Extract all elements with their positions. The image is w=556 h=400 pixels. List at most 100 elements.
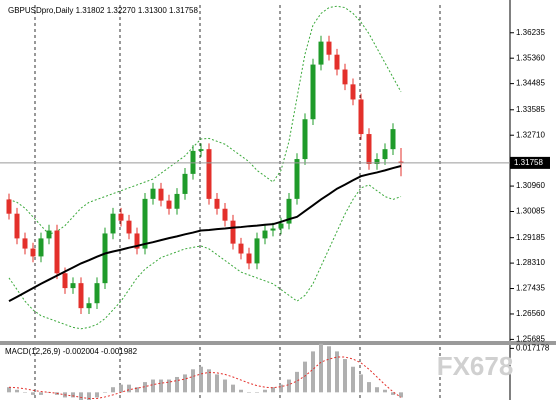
macd-y-tick-label: 0.017178 [516,343,550,352]
candle-body [286,198,292,224]
candle-body [102,233,108,284]
candle-body [158,188,164,201]
watermark: FX678 [437,351,514,381]
macd-bar [143,382,147,393]
moving-average [8,165,402,303]
candle-body [278,223,284,229]
candle-body [334,54,340,70]
y-tick-label: 1.34485 [516,79,545,88]
y-tick-label: 1.30085 [516,207,545,216]
macd-bar [23,392,27,393]
candle-body [350,84,356,100]
candle-body [374,159,380,164]
macd-bar [231,384,235,393]
macd-bar [287,379,291,393]
macd-bar [295,371,299,393]
chart-title: GBPUSDpro,Daily 1.31802 1.32270 1.31300 … [8,6,198,15]
macd-bar [367,382,371,393]
y-tick-label: 1.33585 [516,105,545,114]
candle-body [238,243,244,254]
candle-body [30,248,36,257]
macd-bar [239,389,243,393]
macd-bar [159,379,163,393]
macd-bar [135,387,139,393]
macd-bar [183,374,187,393]
y-tick-label: 1.32710 [516,130,545,139]
macd-title: MACD(12,26,9) -0.002004 -0.001982 [5,347,138,356]
macd-bar [311,351,315,393]
candle-body [166,200,172,209]
candle-body [390,129,396,150]
candle-body [6,199,12,214]
candle-body [230,220,236,244]
candle-body [110,213,116,234]
candle-body [22,238,28,249]
current-price-box [510,156,550,169]
y-tick-label: 1.28310 [516,258,545,267]
y-tick-label: 1.29185 [516,233,545,242]
candle-body [70,283,76,289]
y-tick-label: 1.36235 [516,28,545,37]
macd-bar [175,376,179,393]
y-tick-label: 1.30960 [516,181,545,190]
candle-body [262,230,268,239]
candle-body [254,238,260,264]
macd-bar [111,387,115,393]
y-tick-label: 1.35360 [516,53,545,62]
macd-bar [127,384,131,393]
y-tick-label: 1.27435 [516,284,545,293]
macd-bar [399,392,403,398]
candle-body [14,213,20,239]
candle-body [142,198,148,249]
macd-bar [7,387,11,393]
candle-body [78,283,84,309]
bollinger-band [8,5,402,235]
candle-body [174,193,180,209]
candle-body [62,273,68,289]
candle-body [126,220,132,234]
macd-bar [39,392,43,395]
candle-body [366,134,372,164]
macd-bar [279,384,283,393]
macd-bar [103,392,107,393]
y-tick-label: 1.26560 [516,309,545,318]
candle-body [182,173,188,194]
candle-body [398,161,404,163]
macd-bar [95,392,99,398]
panel-divider [0,341,556,345]
macd-bar [199,366,203,393]
candle-body [94,283,100,304]
macd-bar [359,374,363,393]
candle-body [246,253,252,264]
candle-body [150,188,156,199]
macd-signal [8,356,402,399]
macd-bar [207,369,211,393]
macd-bar [343,359,347,393]
candle-body [38,238,44,257]
macd-bar [375,387,379,393]
macd-bar [335,351,339,393]
y-tick-label: 1.25685 [516,335,545,344]
macd-bar [319,343,323,393]
macd-bar [303,361,307,393]
macd-bar [255,392,259,393]
macd-bar [351,366,355,393]
candle-body [342,69,348,85]
macd-bar [31,392,35,395]
macd-bar [215,374,219,393]
candle-body [358,99,364,135]
bollinger-band [8,184,402,330]
macd-bar [71,392,75,398]
candle-body [302,119,308,160]
candle-body [206,149,212,199]
candle-body [318,41,324,65]
macd-bar [391,392,395,395]
macd-bar [191,369,195,393]
candle-body [214,198,220,209]
candle-body [382,149,388,160]
macd-bar [247,392,251,393]
macd-bar [383,389,387,393]
candle-body [46,230,52,239]
